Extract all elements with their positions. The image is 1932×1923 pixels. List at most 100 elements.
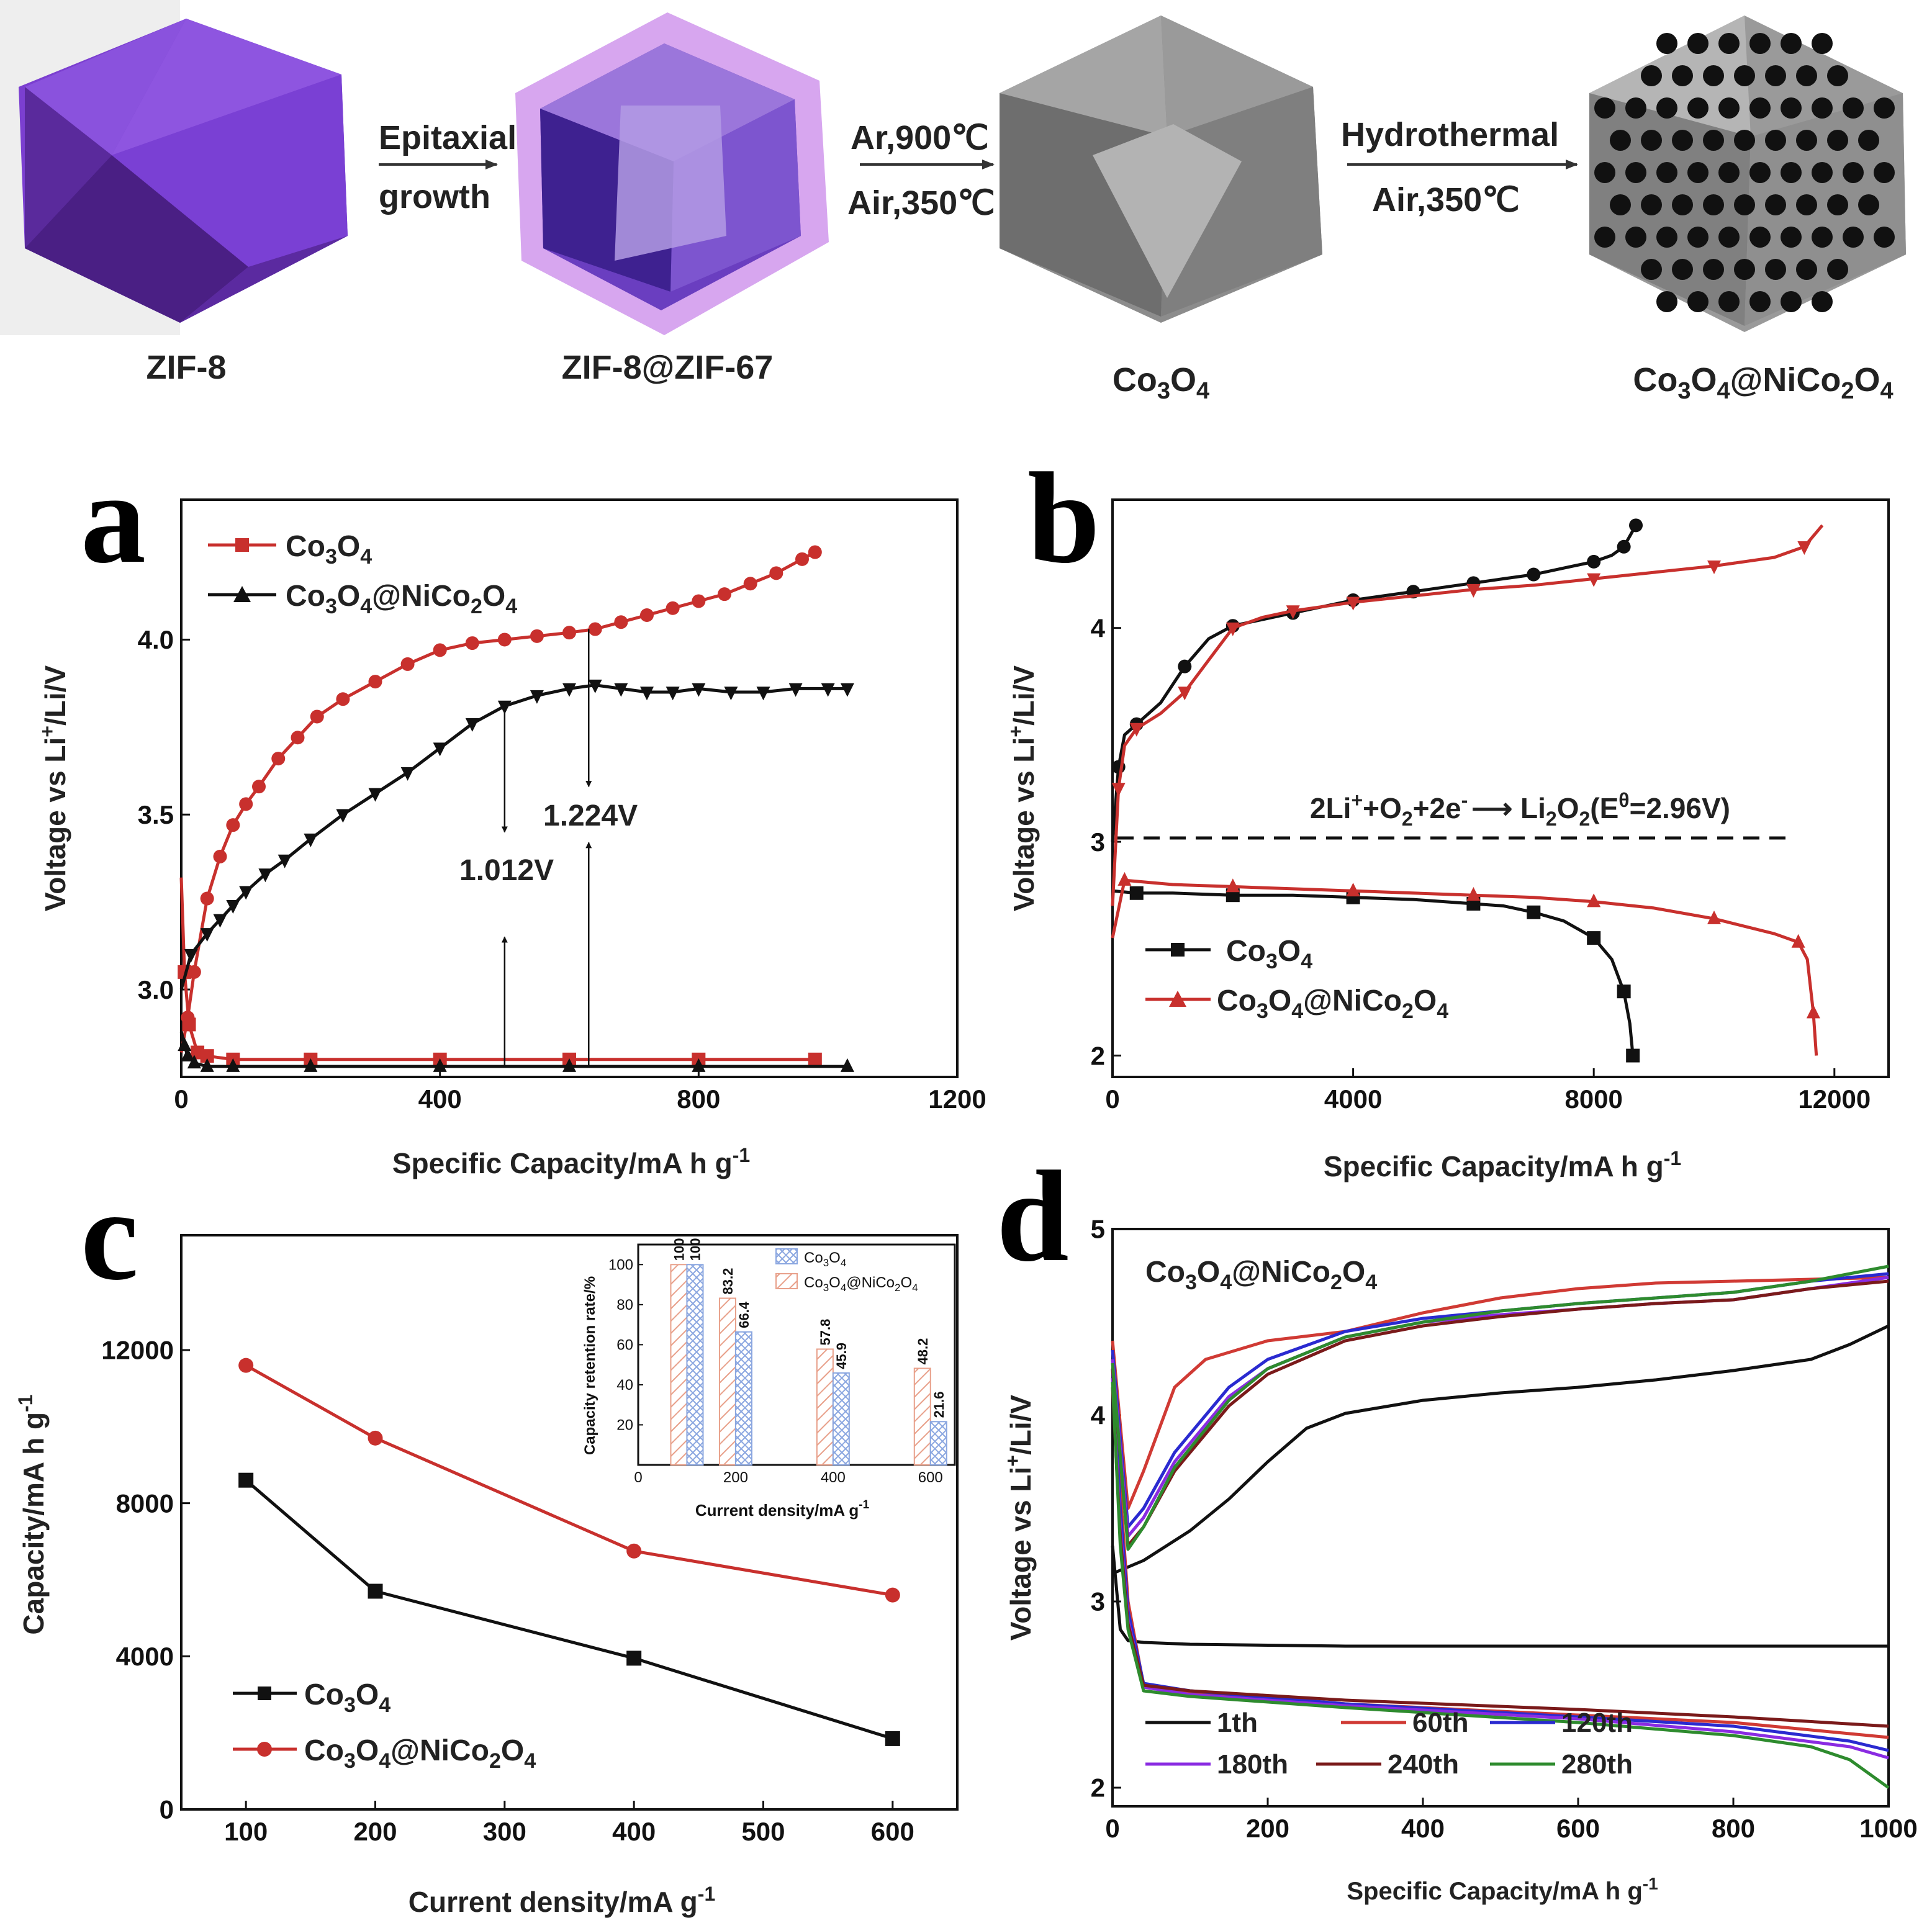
nanoparticle-dot — [1656, 162, 1677, 183]
nanoparticle-dot — [1749, 97, 1771, 119]
data-point — [184, 948, 198, 963]
plot-frame — [180, 1234, 959, 1811]
series-line-co3o4-discharge — [179, 877, 815, 1061]
data-point — [588, 622, 602, 636]
step1-line1: Epitaxial — [379, 119, 517, 156]
data-point — [769, 566, 783, 580]
inset-bar-label: 100 — [671, 1238, 687, 1261]
data-point — [200, 928, 214, 942]
series-line-co3o4-discharge — [1112, 889, 1635, 1056]
data-point — [226, 900, 240, 914]
nanoparticle-dot — [1796, 194, 1817, 215]
inset-x-tick-label: 400 — [821, 1469, 846, 1486]
data-point — [640, 608, 654, 622]
inset-x-tick-label: 200 — [723, 1469, 748, 1486]
data-point — [808, 545, 822, 559]
series-line-co3o4-nico2o4-charge — [1111, 524, 1824, 906]
inset-bar — [718, 1297, 736, 1466]
data-point — [1707, 910, 1721, 924]
data-point — [885, 1731, 900, 1746]
data-point — [1626, 1048, 1640, 1063]
inset-bar-label: 57.8 — [818, 1319, 833, 1346]
data-point — [1346, 597, 1360, 611]
nanoparticle-dot — [1641, 194, 1662, 215]
data-point — [1117, 871, 1132, 886]
y-axis-label: Capacity/mA h g-1 — [14, 1394, 50, 1634]
zif8-polyhedron — [0, 0, 348, 335]
label-co3o4: Co3O4 — [1113, 361, 1209, 404]
step-arrow-2: Ar,900℃ Air,350℃ — [847, 119, 995, 222]
plot-frame — [1111, 498, 1890, 1078]
data-point — [1129, 723, 1144, 737]
series-line-280th-discharge — [1111, 1381, 1890, 1790]
data-point — [181, 1047, 195, 1061]
data-point — [666, 687, 680, 701]
series-line-1th-discharge — [1111, 1545, 1889, 1648]
legend-label-240th: 240th — [1388, 1749, 1459, 1780]
step-arrow-1: Epitaxial growth — [379, 119, 517, 215]
nanoparticle-dot — [1610, 130, 1631, 151]
y-tick-label: 3 — [1091, 827, 1105, 857]
data-point — [1587, 573, 1601, 587]
inset-bar — [686, 1264, 704, 1466]
chart-series — [178, 545, 854, 1072]
x-tick-label: 500 — [741, 1817, 785, 1846]
y-axis-label: Voltage vs Li+/Li/V — [1001, 1395, 1037, 1641]
data-point — [530, 690, 544, 704]
nanoparticle-dot — [1672, 259, 1693, 280]
x-tick-label: 800 — [1712, 1814, 1755, 1843]
data-point — [310, 709, 324, 724]
data-point — [304, 833, 318, 847]
data-point — [200, 1058, 214, 1072]
series-line-280th-charge — [1111, 1264, 1889, 1551]
nanoparticle-dot — [1812, 162, 1833, 183]
data-point — [226, 818, 240, 832]
data-point — [743, 577, 757, 591]
inset-bar-label: 21.6 — [931, 1391, 947, 1418]
nanoparticle-dot — [1672, 130, 1693, 151]
axes-ticks: 0 4000 8000 12000 2 3 4 — [1091, 613, 1871, 1114]
data-point — [1587, 554, 1601, 569]
nanoparticle-dot — [1672, 194, 1693, 215]
legend-label-120th: 120th — [1561, 1708, 1633, 1738]
data-point — [1466, 583, 1481, 598]
x-tick-label: 1000 — [1859, 1814, 1917, 1843]
x-tick-label: 400 — [1401, 1814, 1445, 1843]
x-axis-label: Current density/mA g-1 — [409, 1883, 715, 1918]
y-tick-label: 3 — [1091, 1587, 1105, 1616]
data-point — [1617, 984, 1631, 999]
data-point — [1806, 1004, 1820, 1019]
zif8-zif67-polyhedron — [515, 12, 829, 335]
inset-bar — [832, 1372, 850, 1466]
annotation-1224v: 1.224V — [543, 799, 638, 832]
nanoparticle-dot — [1749, 291, 1771, 312]
data-point — [400, 657, 415, 671]
data-point — [465, 636, 479, 651]
series-line-co3o4-nico2o4-charge — [179, 683, 847, 990]
data-point — [400, 767, 415, 781]
nanoparticle-dot — [1718, 33, 1740, 54]
panel-d-chart: d 0 200 400 600 800 1000 2 3 4 5 Co3O4@NiCo2O4 1t… — [996, 1145, 1918, 1905]
data-point — [821, 683, 835, 697]
data-point — [1797, 541, 1812, 555]
data-point — [239, 886, 253, 900]
panel-label-c: c — [81, 1163, 138, 1307]
legend-marker-co3o4 — [258, 1687, 271, 1700]
nanoparticle-dot — [1718, 97, 1740, 119]
nanoparticle-dot — [1687, 227, 1709, 248]
data-point — [465, 718, 479, 732]
inset-bar — [913, 1367, 931, 1466]
y-tick-label: 3.0 — [138, 975, 174, 1004]
nanoparticle-dot — [1641, 130, 1662, 151]
data-point — [1527, 567, 1541, 582]
y-tick-label: 2 — [1091, 1773, 1105, 1803]
step2-line1: Ar,900℃ — [851, 119, 989, 156]
x-tick-label: 0 — [1105, 1814, 1119, 1843]
inset-bar-label: 66.4 — [736, 1301, 752, 1328]
y-tick-label: 3.5 — [138, 800, 174, 829]
step2-line2: Air,350℃ — [847, 184, 995, 222]
nanoparticle-dot — [1796, 130, 1817, 151]
nanoparticle-dot — [1610, 194, 1631, 215]
